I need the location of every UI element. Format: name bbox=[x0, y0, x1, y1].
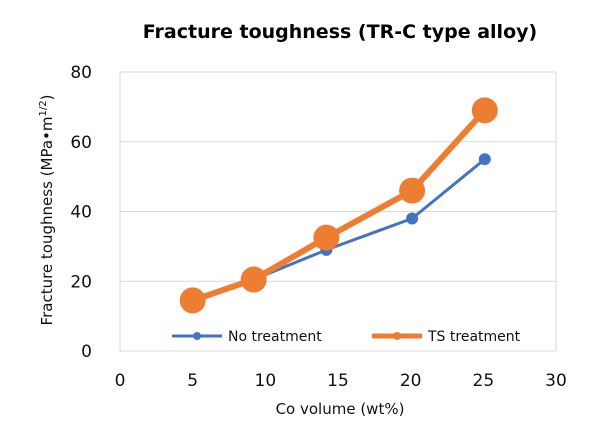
x-tick-label-10: 10 bbox=[255, 371, 277, 391]
legend-label-ts-treatment: TS treatment bbox=[427, 329, 521, 345]
y-tick-label-20: 20 bbox=[70, 272, 92, 292]
y-tick-label-40: 40 bbox=[70, 203, 92, 223]
x-tick-labels: 0 5 10 15 20 25 30 bbox=[115, 371, 567, 391]
data-point-no-treatment-3 bbox=[406, 212, 419, 225]
data-point-no-treatment-4 bbox=[478, 153, 491, 166]
x-tick-label-5: 5 bbox=[187, 371, 198, 391]
plot-frame bbox=[119, 72, 557, 352]
y-axis-label-close: ) bbox=[38, 95, 56, 101]
data-point-ts-treatment-0 bbox=[179, 287, 206, 314]
x-tick-label-0: 0 bbox=[115, 371, 126, 391]
data-point-ts-treatment-2 bbox=[313, 224, 340, 251]
data-point-ts-treatment-3 bbox=[399, 177, 426, 204]
x-tick-label-20: 20 bbox=[400, 371, 422, 391]
x-tick-label-25: 25 bbox=[473, 371, 495, 391]
x-tick-label-30: 30 bbox=[545, 371, 567, 391]
y-tick-label-0: 0 bbox=[81, 342, 92, 362]
data-point-ts-treatment-4 bbox=[471, 97, 498, 124]
legend: No treatment TS treatment bbox=[172, 329, 521, 345]
y-tick-label-60: 60 bbox=[70, 133, 92, 153]
x-tick-label-15: 15 bbox=[327, 371, 349, 391]
y-axis-label: Fracture toughness (MPa•m1/2) bbox=[38, 95, 56, 326]
y-tick-labels: 0 20 40 60 80 bbox=[70, 63, 92, 362]
y-axis-label-main: Fracture toughness (MPa•m bbox=[38, 117, 56, 326]
legend-label-no-treatment: No treatment bbox=[228, 329, 322, 345]
legend-marker-no-treatment bbox=[193, 332, 201, 340]
data-point-ts-treatment-1 bbox=[240, 266, 267, 293]
y-tick-label-80: 80 bbox=[70, 63, 92, 83]
y-gridlines bbox=[120, 71, 556, 282]
x-axis-label: Co volume (wt%) bbox=[276, 400, 405, 418]
legend-marker-ts-treatment bbox=[393, 332, 401, 340]
series-line-ts-treatment bbox=[191, 108, 488, 304]
series-lines bbox=[179, 97, 498, 314]
chart-title: Fracture toughness (TR-C type alloy) bbox=[143, 21, 537, 43]
y-axis-label-sup: 1/2 bbox=[38, 100, 49, 116]
